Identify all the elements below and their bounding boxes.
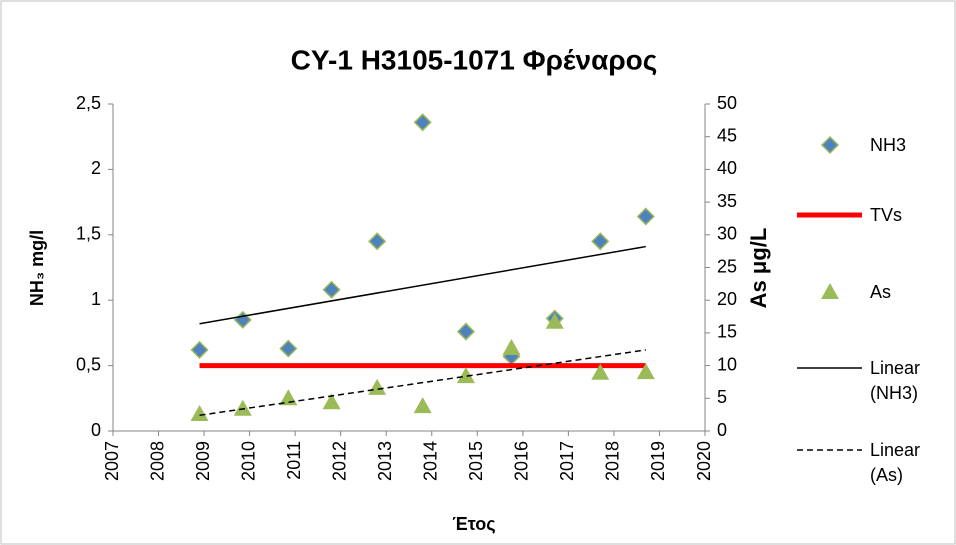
legend-label: As (870, 282, 892, 302)
legend-label: Linear (As) (870, 440, 921, 485)
data-point (190, 340, 209, 359)
y2-tick-label: 50 (717, 93, 737, 113)
y-tick-label: 2 (91, 158, 101, 178)
data-point (413, 397, 432, 414)
y2-tick-label: 20 (717, 289, 737, 309)
x-tick-label: 2018 (603, 441, 623, 481)
data-point (545, 312, 564, 329)
data-point (636, 363, 655, 380)
x-tick-label: 2016 (512, 441, 532, 481)
x-tick-label: 2012 (329, 441, 349, 481)
legend-label: TVs (870, 205, 903, 225)
data-point (368, 232, 387, 251)
x-tick-label: 2020 (694, 441, 714, 481)
data-point (591, 363, 610, 380)
data-point (322, 280, 341, 299)
x-axis-label: Έτος (452, 514, 495, 534)
y2-tick-label: 15 (717, 322, 737, 342)
data-point (636, 207, 655, 226)
legend-marker (820, 135, 840, 155)
legend-label: Linear (NH3) (870, 358, 921, 403)
series-line (199, 245, 646, 325)
series-line (199, 349, 646, 417)
data-point (279, 339, 298, 358)
y-tick-label: 0,5 (76, 354, 101, 374)
data-point (190, 404, 209, 421)
y2-tick-label: 45 (717, 125, 737, 145)
chart-title: CY-1 H3105-1071 Φρέναρος (291, 44, 658, 75)
data-point (368, 378, 387, 395)
x-tick-label: 2009 (193, 441, 213, 481)
x-tick-label: 2008 (147, 441, 167, 481)
data-point (456, 322, 475, 341)
data-point (456, 367, 475, 384)
y-tick-label: 2,5 (76, 93, 101, 113)
x-tick-label: 2010 (238, 441, 258, 481)
x-tick-label: 2007 (102, 441, 122, 481)
x-tick-label: 2013 (375, 441, 395, 481)
legend-marker (821, 283, 839, 299)
data-point (591, 232, 610, 251)
data-point (322, 393, 341, 410)
x-tick-label: 2015 (466, 441, 486, 481)
legend-label: NH3 (870, 135, 907, 155)
y2-tick-label: 40 (717, 158, 737, 178)
y2-tick-label: 35 (717, 191, 737, 211)
y2-tick-label: 0 (717, 420, 727, 440)
y-axis-label: NH₃ mg/l (27, 230, 47, 306)
y-tick-label: 1,5 (76, 224, 101, 244)
y2-tick-label: 25 (717, 256, 737, 276)
x-tick-label: 2017 (557, 441, 577, 481)
y-tick-label: 1 (91, 289, 101, 309)
y-tick-label: 0 (91, 420, 101, 440)
x-tick-label: 2011 (284, 441, 304, 480)
data-point (502, 338, 521, 355)
data-point (413, 113, 432, 132)
y2-tick-label: 30 (717, 224, 737, 244)
data-point (233, 399, 252, 416)
y2-tick-label: 5 (717, 387, 727, 407)
x-tick-label: 2019 (648, 441, 668, 481)
y2-tick-label: 10 (717, 354, 737, 374)
y2-axis-label: As μg/L (746, 228, 771, 309)
x-tick-label: 2014 (421, 441, 441, 481)
